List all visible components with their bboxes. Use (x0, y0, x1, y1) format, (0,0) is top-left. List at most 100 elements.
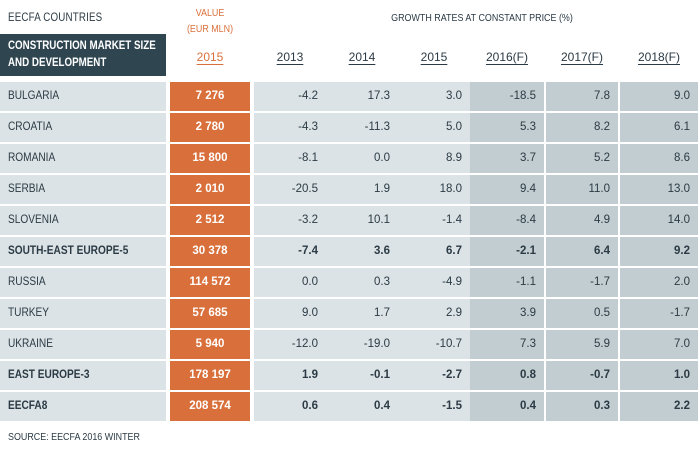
forecast-growth-cell: 6.1 (620, 113, 698, 142)
growth-rates-caption: GROWTH RATES AT CONSTANT PRICE (%) (391, 12, 573, 24)
forecast-growth-cell: 2.2 (620, 392, 698, 421)
forecast-growth-cell: 5.9 (546, 330, 618, 359)
value-cell: 178 197 (170, 361, 250, 390)
value-cell: 30 378 (170, 237, 250, 266)
forecast-growth-cell: 4.9 (546, 206, 618, 235)
forecast-growth-cell: 11.0 (546, 175, 618, 204)
growth-cell: 3.6 (326, 237, 398, 266)
country-name: ROMANIA (8, 152, 56, 164)
country-name: TURKEY (8, 307, 50, 319)
country-cell: ROMANIA (0, 144, 166, 173)
forecast-growth-cell: 9.4 (470, 175, 544, 204)
forecast-growth-cell: 14.0 (620, 206, 698, 235)
country-cell: EAST EUROPE-3 (0, 361, 166, 390)
forecast-growth-cell: 5.2 (546, 144, 618, 173)
forecast-growth-cell: 9.0 (620, 82, 698, 111)
growth-cell: 0.4 (326, 392, 398, 421)
growth-cell: 3.0 (398, 82, 470, 111)
country-name: EECFA8 (8, 400, 48, 412)
forecast-growth-cell: 7.0 (620, 330, 698, 359)
forecast-growth-cell: -1.1 (470, 268, 544, 297)
table-row: SLOVENIA 2 512 -3.2 10.1 -1.4 -8.4 4.9 14.0 (0, 206, 700, 235)
table-row: SOUTH-EAST EUROPE-5 30 378 -7.4 3.6 6.7 -2.1 6… (0, 237, 700, 266)
growth-cell: -4.3 (254, 113, 326, 142)
value-caption-line2: (EUR MLN) (186, 23, 234, 35)
country-name: SOUTH-EAST EUROPE-5 (8, 245, 129, 257)
growth-cell: 9.0 (254, 299, 326, 328)
table-label-line1: CONSTRUCTION MARKET SIZE (8, 40, 156, 52)
value-column-caption: VALUE (EUR MLN) (176, 5, 244, 37)
country-cell: SLOVENIA (0, 206, 166, 235)
growth-cell: 10.1 (326, 206, 398, 235)
table-row: SERBIA 2 010 -20.5 1.9 18.0 9.4 11.0 13.0 (0, 175, 700, 204)
growth-cell: 1.9 (254, 361, 326, 390)
value-caption-line1: VALUE (195, 7, 225, 19)
forecast-growth-cell: -18.5 (470, 82, 544, 111)
forecast-growth-cell: 0.3 (546, 392, 618, 421)
country-cell: TURKEY (0, 299, 166, 328)
value-cell: 7 276 (170, 82, 250, 111)
growth-cell: -12.0 (254, 330, 326, 359)
country-name: SERBIA (8, 183, 46, 195)
table-row: BULGARIA 7 276 -4.2 17.3 3.0 -18.5 7.8 9.0 (0, 82, 700, 111)
growth-cell: 1.7 (326, 299, 398, 328)
country-name: SLOVENIA (8, 214, 59, 226)
country-cell: UKRAINE (0, 330, 166, 359)
growth-cell: 0.0 (254, 268, 326, 297)
forecast-growth-cell: 3.9 (470, 299, 544, 328)
forecast-growth-cell: 2.0 (620, 268, 698, 297)
country-cell: SOUTH-EAST EUROPE-5 (0, 237, 166, 266)
country-cell: RUSSIA (0, 268, 166, 297)
country-cell: SERBIA (0, 175, 166, 204)
table-row: TURKEY 57 685 9.0 1.7 2.9 3.9 0.5 -1.7 (0, 299, 700, 328)
growth-cell: -2.7 (398, 361, 470, 390)
forecast-growth-cell: 8.2 (546, 113, 618, 142)
column-header-growth: 2017(F) (560, 50, 604, 64)
forecast-growth-cell: 13.0 (620, 175, 698, 204)
table-row: EAST EUROPE-3 178 197 1.9 -0.1 -2.7 0.8 -0.7 1.… (0, 361, 700, 390)
growth-cell: -0.1 (326, 361, 398, 390)
value-cell: 15 800 (170, 144, 250, 173)
table-row: UKRAINE 5 940 -12.0 -19.0 -10.7 7.3 5.9 7.0 (0, 330, 700, 359)
country-cell: CROATIA (0, 113, 166, 142)
value-cell: 114 572 (170, 268, 250, 297)
country-cell: BULGARIA (0, 82, 166, 111)
growth-cell: 2.9 (398, 299, 470, 328)
growth-cell: -1.4 (398, 206, 470, 235)
table-row: RUSSIA 114 572 0.0 0.3 -4.9 -1.1 -1.7 2.0 (0, 268, 700, 297)
forecast-growth-cell: -1.7 (546, 268, 618, 297)
country-name: RUSSIA (8, 276, 46, 288)
value-cell: 2 780 (170, 113, 250, 142)
growth-cell: 1.9 (326, 175, 398, 204)
column-header-value-2015: 2015 (196, 50, 224, 64)
forecast-growth-cell: -8.4 (470, 206, 544, 235)
growth-cell: 0.0 (326, 144, 398, 173)
forecast-growth-cell: 8.6 (620, 144, 698, 173)
growth-cell: 5.0 (398, 113, 470, 142)
value-cell: 5 940 (170, 330, 250, 359)
table-row: ROMANIA 15 800 -8.1 0.0 8.9 3.7 5.2 8.6 (0, 144, 700, 173)
forecast-growth-cell: 6.4 (546, 237, 618, 266)
growth-cell: -19.0 (326, 330, 398, 359)
growth-cell: -8.1 (254, 144, 326, 173)
growth-cell: -11.3 (326, 113, 398, 142)
growth-cell: -20.5 (254, 175, 326, 204)
growth-cell: 17.3 (326, 82, 398, 111)
forecast-growth-cell: 0.4 (470, 392, 544, 421)
forecast-growth-cell: 9.2 (620, 237, 698, 266)
column-header-growth: 2016(F) (485, 50, 529, 64)
growth-cell: -1.5 (398, 392, 470, 421)
country-cell: EECFA8 (0, 392, 166, 421)
country-name: EAST EUROPE-3 (8, 369, 90, 381)
forecast-growth-cell: 7.3 (470, 330, 544, 359)
growth-cell: -3.2 (254, 206, 326, 235)
forecast-growth-cell: 1.0 (620, 361, 698, 390)
page-title: EECFA COUNTRIES (8, 12, 103, 24)
source-note: SOURCE: EECFA 2016 WINTER (8, 431, 140, 443)
table-label-box: CONSTRUCTION MARKET SIZE AND DEVELOPMENT (0, 34, 166, 76)
value-cell: 208 574 (170, 392, 250, 421)
country-name: UKRAINE (8, 338, 53, 350)
growth-cell: -10.7 (398, 330, 470, 359)
table-row: EECFA8 208 574 0.6 0.4 -1.5 0.4 0.3 2.2 (0, 392, 700, 421)
